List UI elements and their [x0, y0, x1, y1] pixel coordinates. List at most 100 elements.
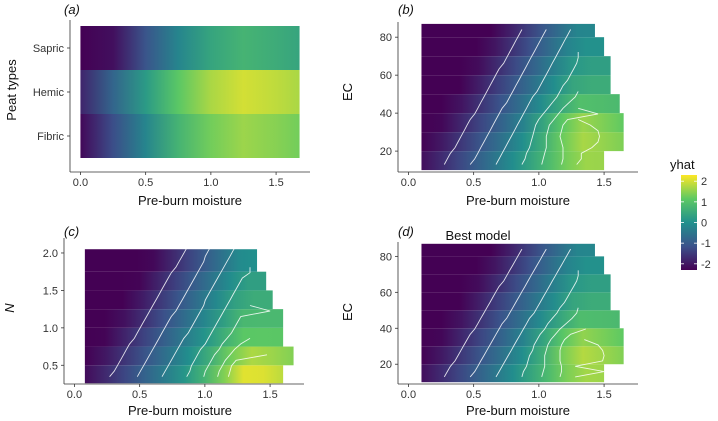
panel-d-band: [421, 310, 620, 329]
legend-colorbar: [681, 175, 697, 270]
panel-b-x-tick-label: 0.0: [401, 177, 416, 189]
panel-c-y-tick-label: 1.0: [43, 323, 58, 335]
panel-b-x-tick-label: 0.5: [466, 177, 481, 189]
panel-a-row-hemic: [80, 70, 300, 114]
panel-d-plot: 0.0 0.5 1.0 1.5 20 40 60 80: [380, 242, 638, 401]
panel-d-y-tick-label: 80: [380, 251, 392, 263]
panel-a-x-tick-label: 1.0: [203, 177, 218, 189]
panel-d-contour-line: [575, 339, 605, 378]
panel-a-row-fibric: [80, 114, 300, 158]
panel-b-contour-line: [495, 29, 571, 165]
panel-a-row-sapric: [80, 26, 300, 70]
panel-b-band: [421, 151, 605, 171]
panel-d-band: [421, 243, 595, 257]
panel-c-ylabel: N: [2, 303, 17, 313]
panel-c-contour-line: [161, 245, 237, 377]
panel-c-band: [84, 327, 284, 347]
panel-c-contour-line: [227, 354, 268, 377]
panel-c-y-tick-label: 2.0: [43, 248, 58, 260]
panel-a-y-tick-label: Sapric: [33, 43, 65, 55]
panel-c-contour-line: [186, 267, 251, 377]
panel-b-band: [421, 132, 624, 152]
legend-tick-label: 0: [701, 218, 707, 230]
panel-d-label: (d): [398, 224, 414, 239]
panel-b-contour-line: [576, 119, 600, 165]
panel-b-contour-line: [541, 91, 579, 165]
legend-title: yhat: [670, 157, 695, 172]
panel-b-xlabel: Pre-burn moisture: [466, 193, 570, 208]
panel-a-x-tick-label: 0.5: [138, 177, 153, 189]
panel-c-contour-line: [217, 338, 251, 377]
panel-b-contour-line: [521, 52, 579, 165]
panel-c-xlabel: Pre-burn moisture: [128, 403, 232, 418]
panel-d-x-tick-label: 0.5: [466, 389, 481, 401]
panel-b-band: [421, 23, 595, 38]
panel-c-label: (c): [64, 224, 79, 239]
panel-d-contour-line: [559, 328, 586, 378]
panel-c-band: [84, 271, 267, 291]
panel-b-x-tick-label: 1.5: [596, 177, 611, 189]
panel-a-y-tick-label: Fibric: [37, 131, 64, 143]
panel-d-y-tick-label: 40: [380, 323, 392, 335]
panel-d-contour-line: [469, 248, 547, 378]
panel-b-band: [421, 56, 611, 76]
panel-d-xlabel: Pre-burn moisture: [466, 403, 570, 418]
panel-b-y-tick-label: 40: [380, 108, 392, 120]
panel-d-contour-line: [541, 307, 579, 378]
panel-b-contour-line: [469, 29, 547, 165]
panel-d-ylabel: EC: [340, 303, 355, 321]
panel-b-plot: 0.0 0.5 1.0 1.5 20 40 60 80: [380, 22, 638, 189]
panel-c: (c) 0.0 0.5 1.0 1.5 0.5 1.0 1.5 2.0 Pre-burn mo…: [2, 224, 304, 418]
panel-b-x-tick-label: 1.0: [531, 177, 546, 189]
legend-tick-label: -1: [701, 238, 711, 250]
panel-d-x-tick-label: 1.0: [531, 389, 546, 401]
panel-c-band: [84, 365, 284, 384]
legend-ticks: 2 1 0 -1 -2: [681, 176, 711, 271]
panel-b-y-tick-label: 20: [380, 146, 392, 158]
colorbar-legend: yhat 2 1 0 -1 -2: [670, 157, 711, 271]
panel-d-contour-line: [521, 270, 579, 378]
panel-d-band: [421, 274, 611, 293]
panel-c-band: [84, 290, 273, 310]
panel-b-y-tick-label: 80: [380, 32, 392, 44]
panel-a: (a) 0.0 0.5 1.0 1.5 Sapric Hemic Fibric Pre-bu…: [4, 2, 310, 208]
panel-c-x-tick-label: 0.0: [67, 389, 82, 401]
panel-c-y-tick-label: 1.5: [43, 285, 58, 297]
panel-b-y-tick-label: 60: [380, 70, 392, 82]
panel-b-label: (b): [398, 2, 414, 17]
panel-a-x-tick-label: 0.0: [73, 177, 88, 189]
panel-d-contour-line: [495, 248, 571, 378]
panel-d-title: Best model: [445, 228, 510, 243]
panel-d-x-tick-label: 1.5: [596, 389, 611, 401]
panel-b: (b) 0.0 0.5 1.0 1.5 20 40 60 80 Pre-burn moistu…: [340, 2, 638, 208]
panel-b-band: [421, 94, 620, 114]
panel-a-plot: 0.0 0.5 1.0 1.5 Sapric Hemic Fibric: [33, 20, 310, 189]
panel-c-y-tick-label: 0.5: [43, 360, 58, 372]
panel-a-xlabel: Pre-burn moisture: [138, 193, 242, 208]
panel-a-y-tick-label: Hemic: [33, 87, 65, 99]
panel-c-contour-line: [109, 245, 189, 377]
panel-d-y-tick-label: 20: [380, 359, 392, 371]
panel-b-contour-line: [559, 107, 599, 165]
panel-c-plot: 0.0 0.5 1.0 1.5 0.5 1.0 1.5 2.0: [43, 238, 304, 401]
panel-c-x-tick-label: 1.5: [262, 389, 277, 401]
panel-c-contour-line: [136, 245, 212, 377]
panel-b-contour-line: [443, 29, 523, 165]
panel-d-contour-line: [443, 248, 523, 378]
panel-a-label: (a): [64, 2, 80, 17]
panel-c-x-tick-label: 1.0: [197, 389, 212, 401]
panel-d-band: [421, 364, 605, 383]
panel-b-ylabel: EC: [340, 83, 355, 101]
panel-c-x-tick-label: 0.5: [132, 389, 147, 401]
panel-d-band: [421, 346, 624, 365]
panel-d-x-tick-label: 0.0: [401, 389, 416, 401]
panel-d: (d) Best model 0.0 0.5 1.0 1.5 20 40 60 80 Pre-…: [340, 224, 638, 418]
legend-tick-label: 1: [701, 197, 707, 209]
panel-c-band: [84, 309, 284, 328]
panel-a-ylabel: Peat types: [4, 59, 19, 121]
panel-c-band: [84, 346, 294, 366]
panel-d-y-tick-label: 60: [380, 287, 392, 299]
panel-c-contour-line: [203, 305, 271, 377]
legend-tick-label: 2: [701, 176, 707, 188]
